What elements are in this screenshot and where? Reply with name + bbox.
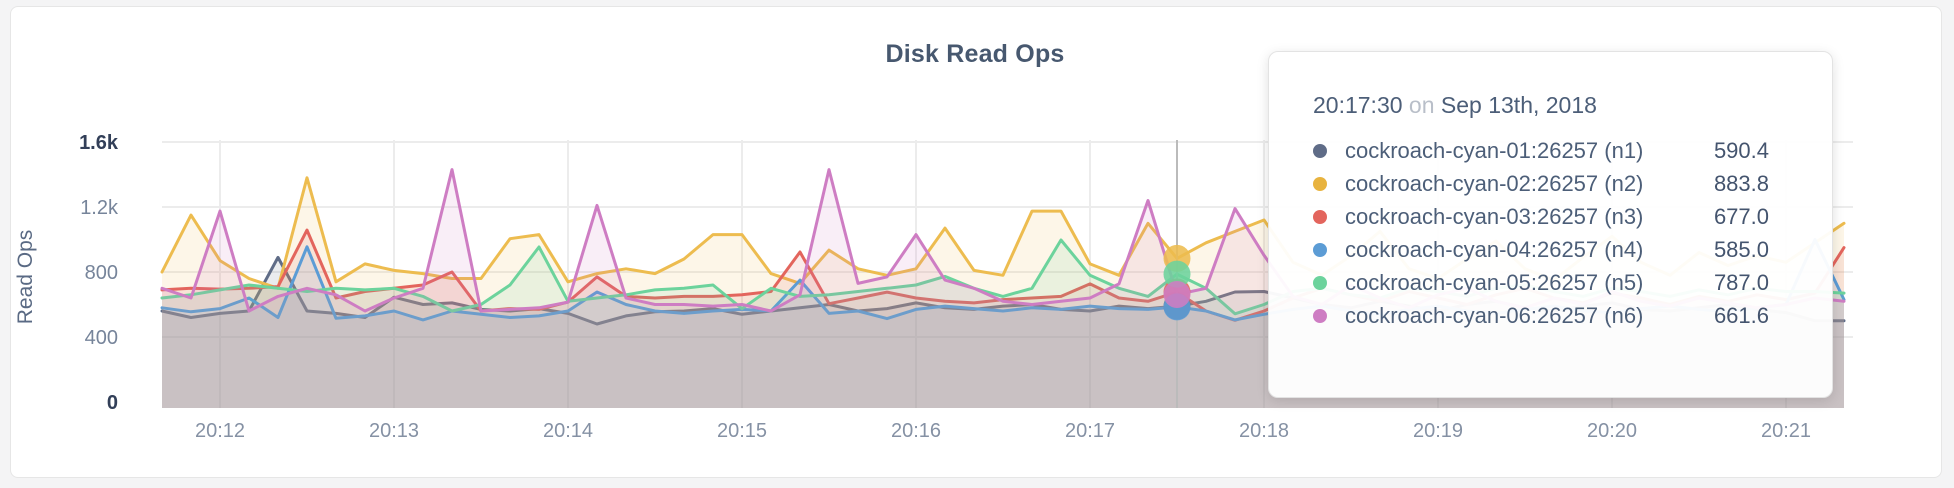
y-axis-tick-label: 1.2k — [80, 197, 119, 219]
series-value: 787.0 — [1713, 269, 1769, 295]
tooltip-header: 20:17:30 on Sep 13th, 2018 — [1313, 92, 1769, 119]
tooltip-series-row: cockroach-cyan-05:26257 (n5) 787.0 — [1313, 266, 1769, 299]
series-value: 661.6 — [1713, 302, 1769, 328]
tooltip-date: Sep 13th, 2018 — [1440, 92, 1597, 118]
series-color-dot — [1313, 143, 1327, 158]
x-axis-tick-label: 20:12 — [195, 420, 245, 442]
series-color-dot — [1313, 242, 1327, 257]
axes: 0 400 800 1.2k 1.6k 20:12 20:13 20:14 20:15 20:16… — [14, 132, 1811, 442]
hover-point-n5 — [1163, 260, 1191, 288]
series-label: cockroach-cyan-01:26257 (n1) — [1345, 137, 1644, 163]
x-axis-tick-label: 20:18 — [1239, 420, 1289, 442]
x-axis-tick-label: 20:17 — [1065, 420, 1115, 442]
tooltip-series-row: cockroach-cyan-01:26257 (n1) 590.4 — [1313, 134, 1769, 167]
tooltip-time: 20:17:30 — [1313, 92, 1403, 118]
x-axis-tick-label: 20:14 — [543, 420, 593, 442]
x-axis-tick-label: 20:15 — [717, 420, 767, 442]
y-axis-tick-label: 400 — [85, 327, 118, 349]
tooltip-series-row: cockroach-cyan-02:26257 (n2) 883.8 — [1313, 167, 1769, 200]
series-color-dot — [1313, 308, 1327, 323]
y-axis-tick-label: 1.6k — [79, 132, 119, 154]
hover-tooltip: 20:17:30 on Sep 13th, 2018 cockroach-cya… — [1268, 51, 1833, 398]
tooltip-series-row: cockroach-cyan-06:26257 (n6) 661.6 — [1313, 299, 1769, 332]
series-label: cockroach-cyan-04:26257 (n4) — [1345, 236, 1644, 262]
hover-point-n6 — [1163, 281, 1191, 308]
x-axis-tick-label: 20:21 — [1761, 420, 1811, 442]
y-axis-tick-label: 800 — [85, 262, 118, 284]
series-color-dot — [1313, 209, 1327, 224]
y-axis-title: Read Ops — [14, 230, 37, 325]
x-axis-tick-label: 20:19 — [1413, 420, 1463, 442]
series-value: 590.4 — [1713, 137, 1769, 163]
series-value: 677.0 — [1713, 203, 1769, 229]
series-label: cockroach-cyan-06:26257 (n6) — [1345, 302, 1644, 328]
chart-title: Disk Read Ops — [885, 40, 1065, 68]
y-axis-tick-label: 0 — [107, 392, 118, 414]
series-color-dot — [1313, 176, 1327, 191]
tooltip-rows: cockroach-cyan-01:26257 (n1) 590.4 cockroa… — [1313, 134, 1769, 332]
series-label: cockroach-cyan-05:26257 (n5) — [1345, 269, 1644, 295]
tooltip-preposition: on — [1408, 92, 1435, 118]
hover-guideline — [1163, 140, 1191, 408]
x-axis-tick-label: 20:13 — [369, 420, 419, 442]
series-label: cockroach-cyan-02:26257 (n2) — [1345, 170, 1644, 196]
series-label: cockroach-cyan-03:26257 (n3) — [1345, 203, 1644, 229]
tooltip-series-row: cockroach-cyan-04:26257 (n4) 585.0 — [1313, 233, 1769, 266]
series-value: 585.0 — [1713, 236, 1769, 262]
series-value: 883.8 — [1713, 170, 1769, 196]
x-axis-tick-label: 20:20 — [1587, 420, 1637, 442]
tooltip-series-row: cockroach-cyan-03:26257 (n3) 677.0 — [1313, 200, 1769, 233]
series-color-dot — [1313, 275, 1327, 290]
x-axis-tick-label: 20:16 — [891, 420, 941, 442]
